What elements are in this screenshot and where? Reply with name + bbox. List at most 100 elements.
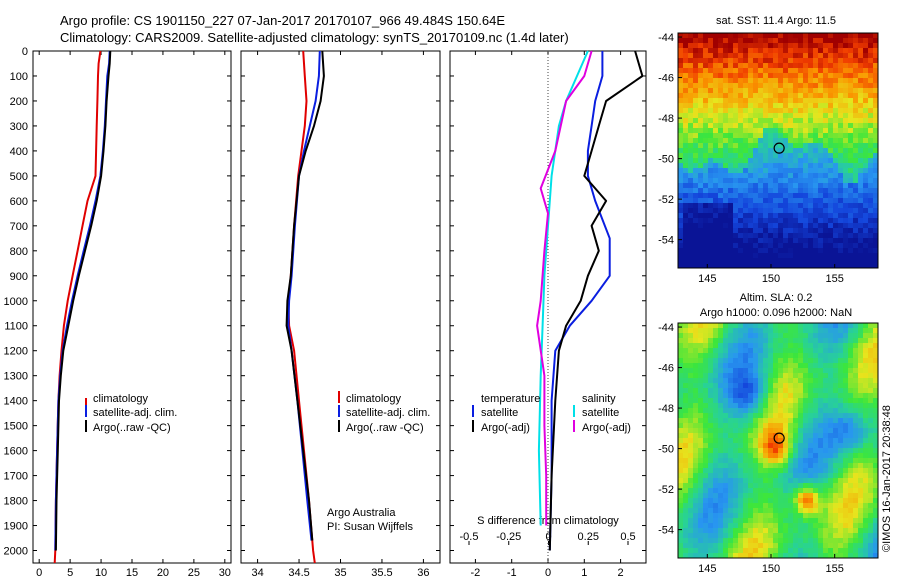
map-cell [803,223,809,229]
map-cell [858,438,864,444]
map-cell [818,33,824,39]
map-cell [713,73,719,79]
map-cell [733,343,739,349]
map-cell [848,53,854,59]
map-top-title: sat. SST: 11.4 Argo: 11.5 [716,15,836,27]
map-cell [818,443,824,449]
map-cell [828,188,834,194]
map-cell [828,208,834,214]
map-cell [693,408,699,414]
map-cell [818,493,824,499]
map-cell [708,378,714,384]
map-cell [763,543,769,549]
map-cell [853,223,859,229]
map-cell [818,463,824,469]
map-cell [693,403,699,409]
map-cell [798,493,804,499]
map-cell [683,518,689,524]
map-cell [708,253,714,259]
depth-tick-label: 1400 [4,396,28,408]
map-cell [833,138,839,144]
map-cell [733,153,739,159]
map-cell [773,88,779,94]
map-cell [758,428,764,434]
map-cell [758,338,764,344]
map-cell [868,538,874,544]
map-cell [763,383,769,389]
map-cell [788,258,794,264]
map-cell [693,538,699,544]
map-cell [773,93,779,99]
map-cell [753,468,759,474]
map-cell [753,498,759,504]
map-cell [828,118,834,124]
map-cell [708,193,714,199]
map-cell [763,178,769,184]
map-cell [788,413,794,419]
map-cell [723,468,729,474]
map-cell [828,368,834,374]
map-cell [808,508,814,514]
map-cell [723,408,729,414]
map-cell [873,38,879,44]
map-cell [858,38,864,44]
map-cell [868,473,874,479]
map-cell [858,418,864,424]
map-cell [873,473,879,479]
map-cell [843,263,849,269]
map-cell [708,238,714,244]
map-cell [823,223,829,229]
map-cell [868,203,874,209]
map-cell [843,53,849,59]
map-cell [868,48,874,54]
map-cell [718,323,724,329]
map-cell [838,213,844,219]
map-cell [793,198,799,204]
map-cell [798,353,804,359]
map-cell [798,198,804,204]
map-cell [818,263,824,269]
map-cell [788,543,794,549]
map-cell [708,553,714,559]
map-cell [848,368,854,374]
map-cell [853,398,859,404]
map-cell [773,538,779,544]
map-cell [718,108,724,114]
map-cell [758,343,764,349]
map-cell [693,328,699,334]
map-cell [813,228,819,234]
map-cell [868,453,874,459]
map-cell [813,408,819,414]
map-cell [688,83,694,89]
map-cell [833,78,839,84]
map-cell [688,493,694,499]
map-cell [738,228,744,234]
map-cell [853,113,859,119]
map-cell [718,458,724,464]
map-cell [753,548,759,554]
map-cell [823,458,829,464]
map-cell [848,38,854,44]
map-cell [713,178,719,184]
map-cell [738,98,744,104]
map-cell [823,163,829,169]
map-cell [803,353,809,359]
depth-tick-label: 1300 [4,371,28,383]
map-cell [763,128,769,134]
map-cell [833,208,839,214]
map-cell [768,133,774,139]
map-cell [798,128,804,134]
map-cell [838,143,844,149]
map-cell [773,158,779,164]
map-cell [753,368,759,374]
map-cell [693,158,699,164]
map-cell [693,113,699,119]
map-cell [678,508,684,514]
map-cell [808,113,814,119]
map-cell [723,368,729,374]
map-cell [828,223,834,229]
map-cell [718,73,724,79]
map-cell [848,453,854,459]
map-cell [863,513,869,519]
map-cell [678,163,684,169]
